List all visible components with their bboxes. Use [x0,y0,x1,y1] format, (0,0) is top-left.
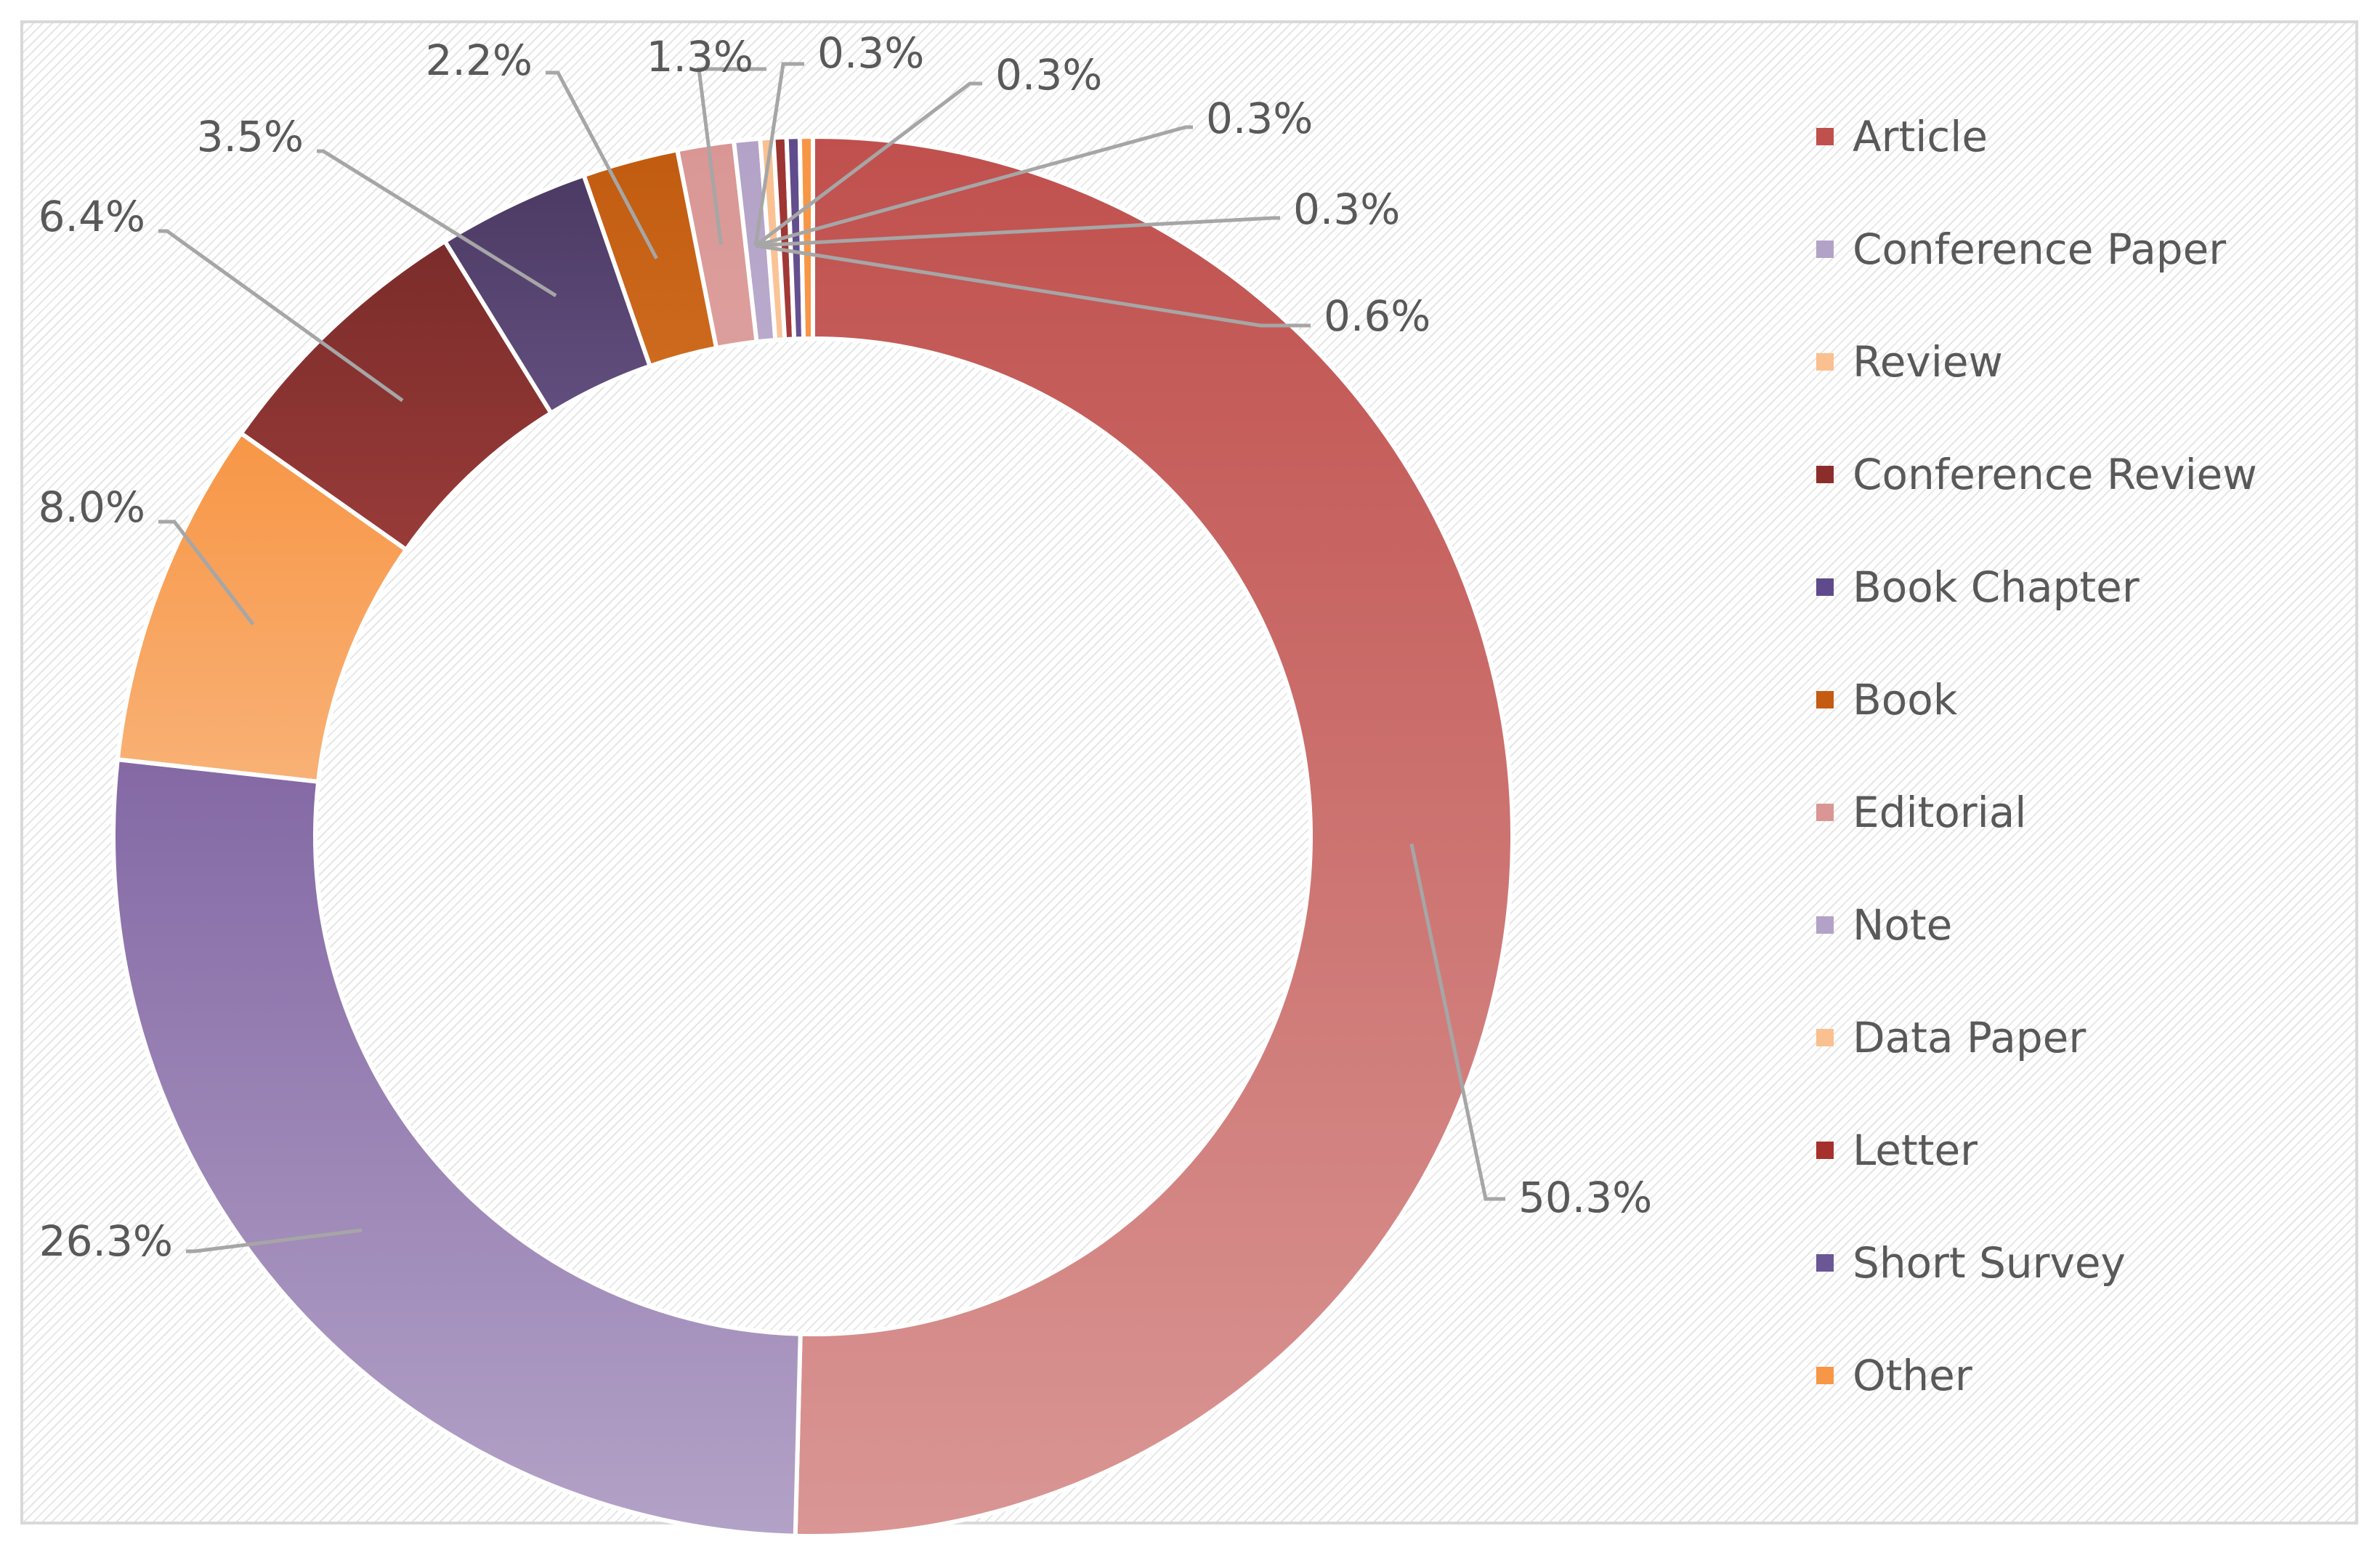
data-label-conference-review: 6.4% [39,192,145,241]
data-label-conference-paper: 26.3% [39,1216,173,1266]
legend-item-book[interactable]: Book [1816,643,2339,756]
data-label-book-chapter: 3.5% [197,112,304,161]
legend-swatch [1816,1141,1834,1159]
legend-item-editorial[interactable]: Editorial [1816,756,2339,868]
slice-article[interactable] [793,134,1515,1538]
legend-item-other[interactable]: Other [1816,1319,2339,1431]
leader-line-review [158,520,255,626]
legend-label: Editorial [1853,787,2027,837]
legend-item-conference-review[interactable]: Conference Review [1816,418,2339,530]
data-label-note: 0.6% [1324,291,1430,341]
data-label-article: 50.3% [1518,1173,1652,1222]
data-label-data-paper: 0.3% [1293,185,1400,234]
leader-line-book-chapter [317,149,557,297]
leader-line-conference-paper [186,1228,363,1253]
leader-line-editorial [697,67,766,246]
legend-item-letter[interactable]: Letter [1816,1094,2339,1206]
data-label-review: 8.0% [39,482,145,532]
legend-label: Conference Paper [1853,224,2227,274]
legend-label: Note [1853,900,1953,950]
legend-label: Letter [1853,1125,1978,1175]
legend-label: Book Chapter [1853,562,2140,612]
data-label-other: 0.3% [817,28,924,78]
leader-line-book [546,70,658,259]
legend-item-short-survey[interactable]: Short Survey [1816,1206,2339,1319]
leader-line-other [753,62,804,246]
leader-line-short-survey [754,81,982,247]
leader-line-conference-review [158,229,404,403]
legend-label: Other [1853,1350,1972,1400]
legend-swatch [1816,240,1834,258]
leader-line-article [1409,843,1505,1201]
legend-label: Article [1853,111,1988,161]
legend-swatch [1816,916,1834,934]
legend-item-conference-paper[interactable]: Conference Paper [1816,193,2339,305]
legend-swatch [1816,803,1834,821]
legend-item-data-paper[interactable]: Data Paper [1816,981,2339,1094]
slice-conference-paper[interactable] [111,756,803,1538]
leader-line-letter [755,125,1193,248]
legend-item-book-chapter[interactable]: Book Chapter [1816,530,2339,643]
legend-item-review[interactable]: Review [1816,305,2339,418]
legend-swatch [1816,127,1834,145]
legend-label: Review [1853,336,2003,387]
legend-label: Book [1853,674,1958,724]
legend-item-note[interactable]: Note [1816,868,2339,981]
data-label-letter: 0.3% [1206,94,1313,143]
legend-label: Data Paper [1853,1012,2086,1062]
legend-swatch [1816,352,1834,371]
legend-swatch [1816,578,1834,596]
leader-line-note [755,243,1311,328]
legend-item-article[interactable]: Article [1816,80,2339,193]
legend-swatch [1816,1028,1834,1046]
data-label-short-survey: 0.3% [995,50,1102,100]
legend-label: Short Survey [1853,1237,2126,1288]
legend-label: Conference Review [1853,449,2257,499]
slice-other[interactable] [797,134,815,342]
legend-swatch [1816,690,1834,708]
legend-swatch [1816,1253,1834,1272]
leader-line-data-paper [755,216,1280,248]
legend-swatch [1816,465,1834,483]
legend: Article Conference Paper Review Conference … [1816,80,2339,1431]
legend-swatch [1816,1366,1834,1384]
data-label-book: 2.2% [426,36,533,85]
data-label-editorial: 1.3% [647,32,753,81]
